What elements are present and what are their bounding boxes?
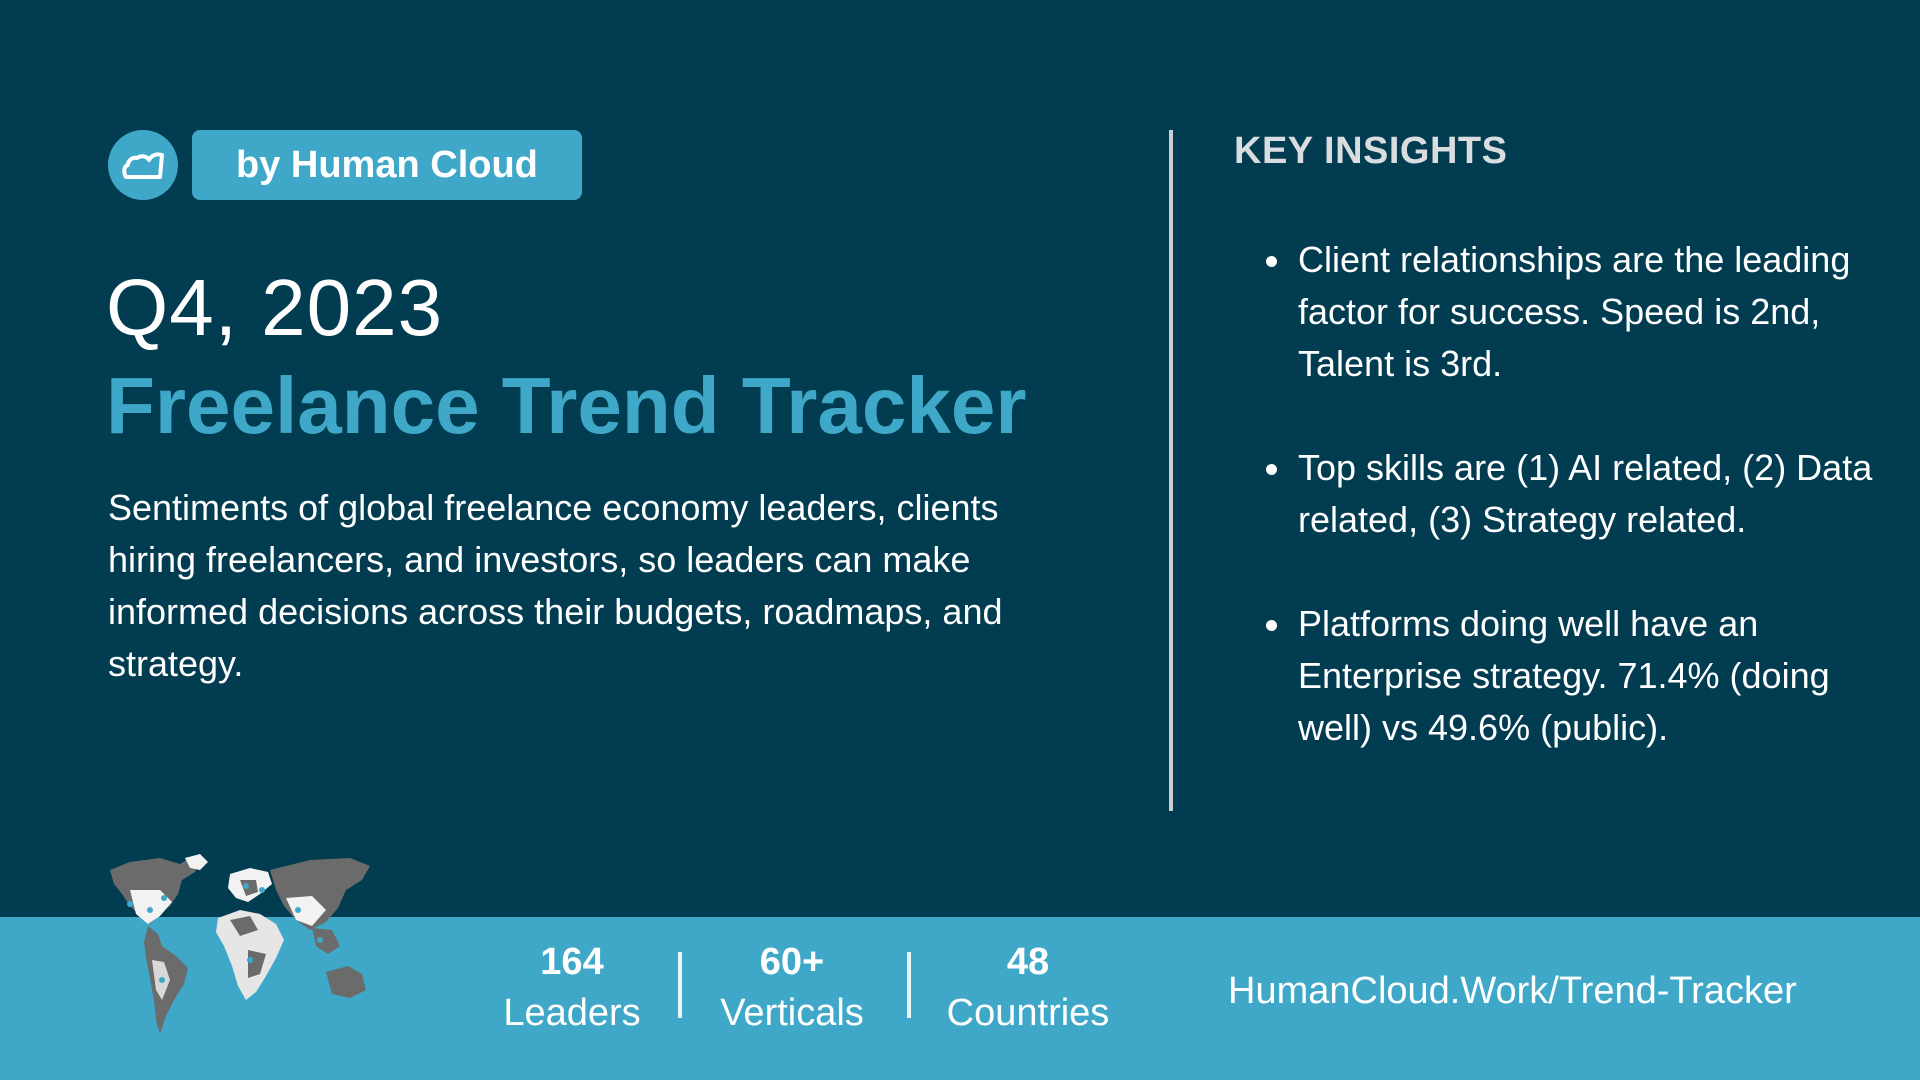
- insight-item: Top skills are (1) AI related, (2) Data …: [1234, 442, 1874, 546]
- brand-header: by Human Cloud: [108, 130, 582, 200]
- stat-value: 48: [1006, 941, 1050, 983]
- insights-heading: KEY INSIGHTS: [1234, 130, 1508, 172]
- stat-label: Leaders: [503, 992, 641, 1034]
- report-period: Q4, 2023: [106, 263, 444, 352]
- stat-divider: [907, 952, 911, 1018]
- stat-divider: [678, 952, 682, 1018]
- cloud-icon: [108, 130, 178, 200]
- stat-countries: 48 Countries: [932, 937, 1124, 1039]
- insights-list: Client relationships are the leading fac…: [1234, 234, 1874, 806]
- brand-badge: by Human Cloud: [192, 130, 582, 200]
- page-description: Sentiments of global freelance economy l…: [108, 487, 1003, 684]
- stat-label: Verticals: [720, 992, 864, 1034]
- website-url: HumanCloud.Work/Trend-Tracker: [1228, 970, 1797, 1012]
- stat-value: 60+: [759, 941, 825, 983]
- stat-leaders: 164 Leaders: [492, 937, 652, 1039]
- insight-item: Platforms doing well have an Enterprise …: [1234, 598, 1874, 754]
- insight-item: Client relationships are the leading fac…: [1234, 234, 1874, 390]
- stat-value: 164: [540, 941, 604, 983]
- page-title: Freelance Trend Tracker: [106, 361, 1027, 450]
- stat-verticals: 60+ Verticals: [706, 937, 878, 1039]
- stat-label: Countries: [946, 992, 1110, 1034]
- world-map-icon: [110, 854, 370, 1034]
- vertical-divider: [1169, 130, 1173, 811]
